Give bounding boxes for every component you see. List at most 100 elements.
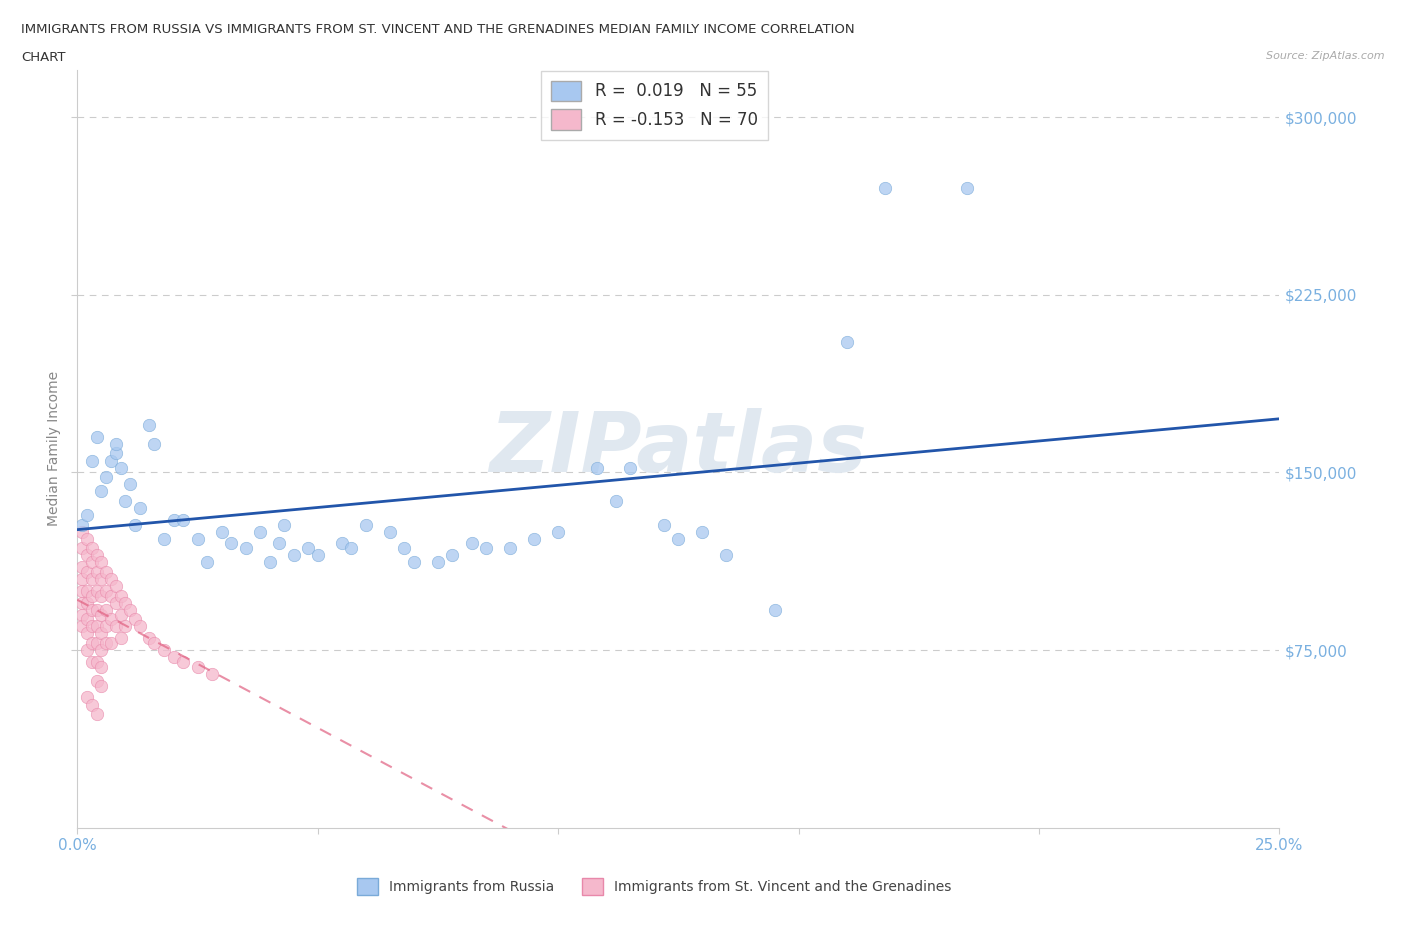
Point <box>441 548 464 563</box>
Point <box>269 536 291 551</box>
Point <box>547 525 569 539</box>
Point <box>76 508 98 523</box>
Point <box>460 536 482 551</box>
Point <box>104 578 127 593</box>
Point <box>90 588 112 603</box>
Point <box>259 555 281 570</box>
Point <box>201 666 224 681</box>
Point <box>153 531 176 546</box>
Point <box>138 418 160 432</box>
Point <box>76 531 98 546</box>
Point <box>835 335 858 350</box>
Point <box>297 540 319 555</box>
Point <box>96 565 118 579</box>
Point <box>273 517 295 532</box>
Point <box>153 643 176 658</box>
Point <box>90 643 112 658</box>
Point <box>70 619 93 634</box>
Point <box>70 560 93 575</box>
Point <box>86 565 108 579</box>
Point <box>763 603 786 618</box>
Point <box>80 655 103 670</box>
Point <box>340 540 363 555</box>
Point <box>219 536 242 551</box>
Point <box>80 588 103 603</box>
Point <box>692 525 714 539</box>
Point <box>100 635 122 650</box>
Point <box>235 540 257 555</box>
Point <box>90 572 112 587</box>
Point <box>585 460 607 475</box>
Point <box>90 607 112 622</box>
Point <box>475 540 498 555</box>
Point <box>402 555 425 570</box>
Point <box>162 512 184 527</box>
Point <box>70 572 93 587</box>
Point <box>956 180 979 195</box>
Point <box>86 603 108 618</box>
Point <box>80 540 103 555</box>
Y-axis label: Median Family Income: Median Family Income <box>48 371 62 526</box>
Point <box>110 607 132 622</box>
Point <box>110 588 132 603</box>
Point <box>76 643 98 658</box>
Point <box>143 436 166 451</box>
Point <box>307 548 329 563</box>
Point <box>96 470 118 485</box>
Point <box>354 517 377 532</box>
Point <box>100 453 122 468</box>
Point <box>114 494 136 509</box>
Point <box>80 603 103 618</box>
Point <box>76 583 98 598</box>
Point <box>70 540 93 555</box>
Point <box>86 673 108 688</box>
Point <box>70 607 93 622</box>
Point <box>172 655 194 670</box>
Point <box>76 612 98 627</box>
Point <box>104 595 127 610</box>
Point <box>120 603 142 618</box>
Point <box>90 678 112 693</box>
Point <box>80 698 103 712</box>
Point <box>110 631 132 645</box>
Point <box>187 659 209 674</box>
Point <box>114 595 136 610</box>
Point <box>80 555 103 570</box>
Point <box>195 555 218 570</box>
Point <box>76 690 98 705</box>
Point <box>86 583 108 598</box>
Point <box>100 588 122 603</box>
Point <box>128 619 150 634</box>
Text: IMMIGRANTS FROM RUSSIA VS IMMIGRANTS FROM ST. VINCENT AND THE GRENADINES MEDIAN : IMMIGRANTS FROM RUSSIA VS IMMIGRANTS FRO… <box>21 23 855 36</box>
Point <box>110 460 132 475</box>
Point <box>124 612 146 627</box>
Point <box>330 536 353 551</box>
Point <box>104 619 127 634</box>
Point <box>104 436 127 451</box>
Point <box>70 525 93 539</box>
Point <box>90 659 112 674</box>
Point <box>138 631 160 645</box>
Point <box>86 655 108 670</box>
Point <box>80 635 103 650</box>
Point <box>76 626 98 641</box>
Point <box>76 548 98 563</box>
Point <box>96 635 118 650</box>
Point <box>76 595 98 610</box>
Point <box>96 619 118 634</box>
Point <box>619 460 641 475</box>
Point <box>124 517 146 532</box>
Point <box>70 595 93 610</box>
Point <box>80 453 103 468</box>
Text: Source: ZipAtlas.com: Source: ZipAtlas.com <box>1267 51 1385 61</box>
Point <box>96 603 118 618</box>
Point <box>80 619 103 634</box>
Point <box>100 612 122 627</box>
Point <box>120 477 142 492</box>
Point <box>187 531 209 546</box>
Point <box>90 555 112 570</box>
Point <box>100 572 122 587</box>
Point <box>70 517 93 532</box>
Point <box>668 531 690 546</box>
Point <box>716 548 738 563</box>
